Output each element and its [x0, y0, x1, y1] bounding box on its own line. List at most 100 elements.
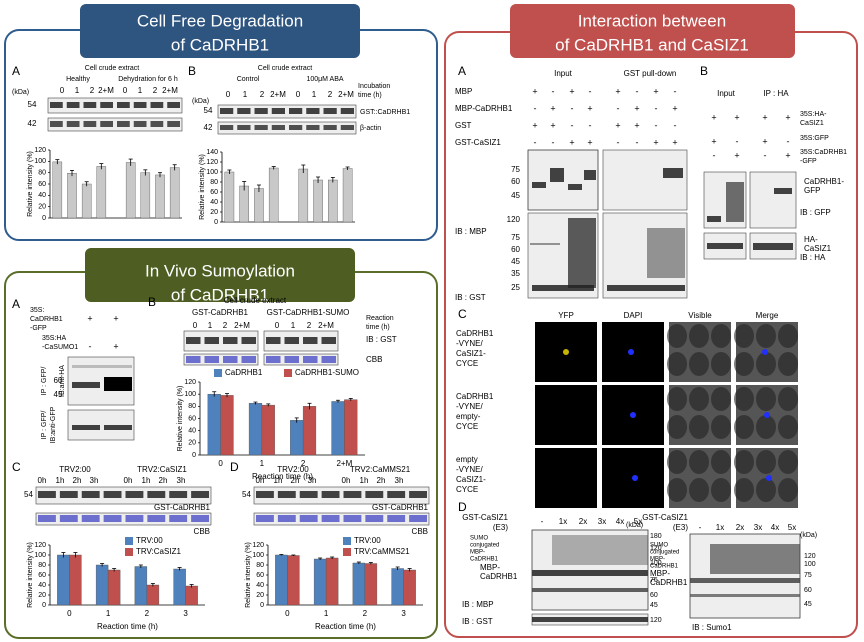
- label: 54: [242, 490, 251, 499]
- label: -: [589, 120, 592, 130]
- label: +: [672, 103, 677, 113]
- label: IB : GST: [366, 335, 397, 344]
- label: 100: [804, 561, 816, 568]
- label: -CaSUMO1: [42, 344, 78, 351]
- label: Cell crude extract: [85, 65, 140, 72]
- bar: [352, 562, 366, 606]
- band: [299, 515, 318, 522]
- band: [81, 491, 100, 498]
- label: 35S:HA: [42, 335, 66, 342]
- bar: [52, 161, 63, 219]
- y-tick-label: 0: [42, 215, 46, 222]
- label: 0: [123, 86, 128, 95]
- label: -VYNE/: [456, 402, 483, 411]
- blot: [35, 512, 212, 526]
- blot: [47, 117, 183, 132]
- label: +: [711, 112, 716, 122]
- y-tick-label: 40: [38, 582, 46, 589]
- band: [303, 356, 318, 363]
- y-tick-label: 40: [210, 199, 218, 206]
- band: [289, 108, 303, 114]
- band: [532, 570, 648, 576]
- label: 1h: [56, 476, 65, 485]
- y-tick-label: 100: [252, 552, 264, 559]
- bar: [364, 563, 378, 606]
- nucleus: [632, 475, 638, 481]
- band: [753, 243, 793, 250]
- band: [186, 337, 201, 344]
- band: [59, 515, 78, 522]
- band: [241, 356, 256, 363]
- band: [568, 218, 596, 288]
- label: Reaction: [366, 315, 394, 322]
- band: [663, 168, 683, 178]
- band: [365, 515, 384, 522]
- label: -: [674, 120, 677, 130]
- label: -: [571, 120, 574, 130]
- band: [237, 125, 251, 130]
- band: [323, 125, 337, 130]
- bar: [155, 174, 165, 219]
- label: IB:anti-GFP: [50, 406, 57, 443]
- label: GST pull-down: [624, 69, 677, 78]
- label: 42: [28, 119, 37, 128]
- label: MBP-: [650, 569, 670, 578]
- band: [66, 121, 80, 127]
- label: 2h: [159, 476, 168, 485]
- banner-title: of CaDRHB1: [171, 35, 269, 54]
- y-tick-label: 60: [256, 572, 264, 579]
- label: empty-: [456, 412, 481, 421]
- band: [409, 515, 427, 522]
- band: [321, 356, 336, 363]
- bar: [302, 406, 317, 456]
- label: +: [587, 103, 592, 113]
- band: [306, 125, 320, 130]
- label: Visible: [688, 311, 712, 320]
- label: IB:anti-HA: [59, 365, 66, 397]
- bar: [403, 569, 416, 606]
- cell: [734, 387, 754, 411]
- y-tick-label: 80: [256, 562, 264, 569]
- label: 1: [312, 90, 317, 99]
- legend-label: CaDRHB1-SUMO: [295, 368, 359, 377]
- cell: [756, 478, 776, 502]
- y-tick-label: 20: [38, 592, 46, 599]
- label: +: [672, 137, 677, 147]
- label: IB : GST: [462, 617, 493, 626]
- label: IB : GST: [455, 293, 486, 302]
- label: -: [534, 103, 537, 113]
- label: CaDRHB1: [456, 392, 494, 401]
- bar: [391, 568, 404, 606]
- band: [104, 377, 132, 391]
- label: -: [764, 150, 767, 160]
- bar: [146, 584, 160, 606]
- label: 3h: [177, 476, 186, 485]
- label: Control: [237, 76, 260, 83]
- band: [100, 121, 113, 127]
- band: [237, 108, 251, 114]
- label: 0h: [38, 476, 47, 485]
- band: [254, 125, 268, 130]
- bar: [107, 569, 121, 606]
- band: [289, 125, 303, 130]
- band: [365, 491, 384, 498]
- label: -: [636, 86, 639, 96]
- band: [220, 125, 234, 130]
- label: -: [534, 137, 537, 147]
- band: [117, 121, 130, 127]
- label: +: [634, 120, 639, 130]
- band: [343, 491, 362, 498]
- cell: [734, 450, 754, 474]
- label: TRV2:00: [59, 465, 91, 474]
- x-tick-label: 3: [401, 609, 406, 618]
- band: [59, 491, 78, 498]
- bar: [331, 401, 345, 456]
- label: -: [787, 136, 790, 146]
- label: 2: [223, 321, 228, 330]
- cell: [778, 387, 798, 411]
- label: 2+M: [98, 86, 114, 95]
- blot: [689, 533, 801, 619]
- cell: [689, 324, 709, 348]
- band: [169, 515, 188, 522]
